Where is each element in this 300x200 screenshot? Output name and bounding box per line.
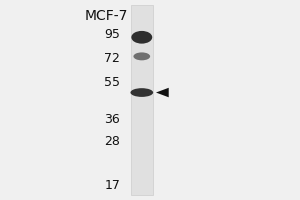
Ellipse shape xyxy=(131,31,152,44)
Text: 72: 72 xyxy=(104,52,120,65)
Text: 95: 95 xyxy=(104,28,120,41)
Text: 28: 28 xyxy=(104,135,120,148)
Text: 17: 17 xyxy=(104,179,120,192)
Ellipse shape xyxy=(130,88,153,97)
Polygon shape xyxy=(156,88,169,97)
Text: MCF-7: MCF-7 xyxy=(84,9,128,23)
Text: 36: 36 xyxy=(104,113,120,126)
Ellipse shape xyxy=(134,52,150,60)
Text: 55: 55 xyxy=(104,76,120,89)
Bar xyxy=(130,5,153,195)
